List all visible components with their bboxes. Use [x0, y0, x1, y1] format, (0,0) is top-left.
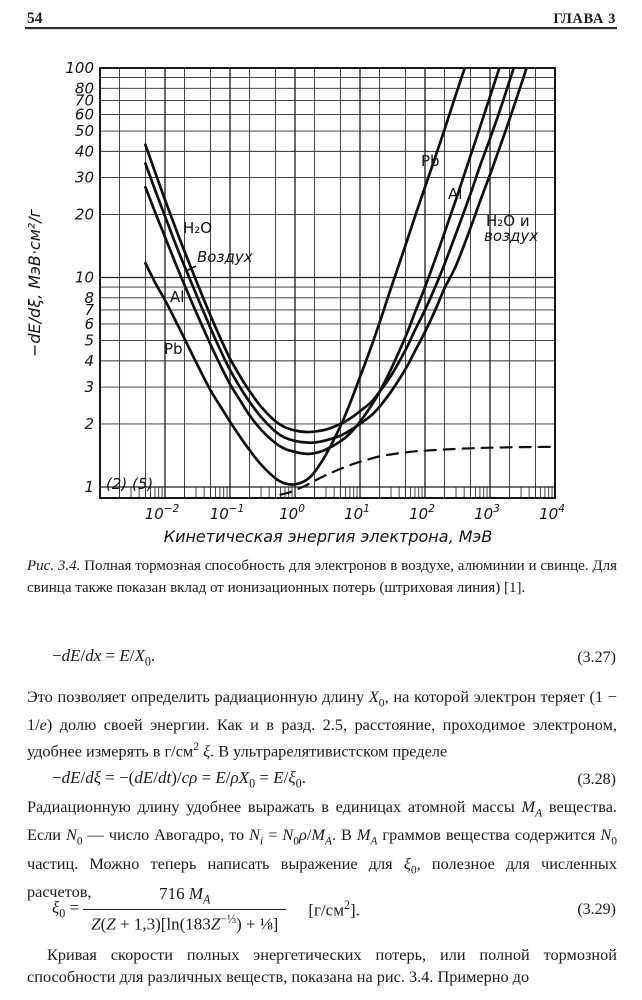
svg-text:10−2: 10−2 — [145, 503, 180, 523]
equation-body: −dE/dx = E/X0. — [52, 646, 156, 669]
equation-3-27: −dE/dx = E/X0. (3.27) — [52, 646, 616, 669]
svg-text:(2) (5): (2) (5) — [106, 475, 153, 493]
header-rule — [25, 27, 617, 30]
svg-text:Воздух: Воздух — [197, 248, 253, 266]
figure-caption: Рис. 3.4. Полная тормозная способность д… — [27, 558, 618, 596]
svg-text:8: 8 — [84, 289, 94, 307]
equation-number: (3.28) — [577, 770, 616, 788]
paragraph-radiation-length: Это позволяет определить радиационную дл… — [27, 687, 617, 761]
svg-text:30: 30 — [75, 169, 94, 187]
chapter-header: ГЛАВА 3 — [553, 11, 616, 27]
svg-text:6: 6 — [84, 315, 94, 333]
equation-3-29: ξ0 = 716 MA Z(Z + 1,3)[ln(183Z−⅓) + ⅛] [… — [52, 884, 616, 935]
svg-text:Al: Al — [448, 185, 462, 203]
svg-text:10: 10 — [75, 269, 94, 287]
x-axis-labels: 10−2 10−1 100 101 102 103 104 — [145, 503, 565, 523]
grid-major — [100, 68, 555, 498]
svg-text:5: 5 — [84, 332, 94, 350]
equation-body: −dE/dξ = −(dE/dt)/cρ = E/ρX0 = E/ξ0. — [52, 768, 306, 791]
svg-text:102: 102 — [409, 503, 435, 523]
grid-minor — [100, 68, 555, 498]
fraction-numerator: 716 MA — [159, 884, 211, 907]
svg-text:2: 2 — [84, 415, 94, 433]
equation-lhs: ξ0 = — [52, 897, 80, 921]
equation-3-28: −dE/dξ = −(dE/dt)/cρ = E/ρX0 = E/ξ0. (3.… — [52, 768, 616, 791]
svg-text:1: 1 — [84, 478, 94, 496]
svg-text:104: 104 — [539, 503, 565, 523]
svg-text:20: 20 — [75, 205, 94, 223]
svg-text:4: 4 — [84, 352, 94, 370]
svg-text:10−1: 10−1 — [210, 503, 245, 523]
svg-text:100: 100 — [65, 59, 94, 77]
x-axis-title: Кинетическая энергия электрона, МэВ — [164, 527, 493, 546]
svg-text:40: 40 — [75, 142, 94, 160]
svg-text:80: 80 — [75, 79, 94, 97]
svg-text:7: 7 — [84, 301, 94, 319]
equation-fraction: 716 MA Z(Z + 1,3)[ln(183Z−⅓) + ⅛] — [83, 884, 287, 935]
svg-text:Pb: Pb — [164, 340, 183, 358]
svg-text:Al: Al — [170, 288, 184, 306]
equation-units: [г/см2]. — [308, 898, 360, 920]
svg-text:H₂O: H₂O — [183, 219, 212, 237]
y-axis-title: −dE/dξ, МэВ·см²/г — [25, 208, 44, 357]
svg-text:50: 50 — [75, 122, 94, 140]
equation-number: (3.27) — [577, 648, 616, 666]
equation-number: (3.29) — [577, 900, 616, 918]
paragraph-total-loss-curve: Кривая скорости полных энергетических по… — [27, 945, 617, 986]
svg-text:H₂O и: H₂O и — [486, 212, 530, 230]
svg-text:воздух: воздух — [484, 227, 538, 245]
fraction-denominator: Z(Z + 1,3)[ln(183Z−⅓) + ⅛] — [83, 909, 287, 935]
svg-text:Pb: Pb — [421, 152, 440, 170]
svg-text:70: 70 — [75, 91, 94, 109]
curves — [144, 68, 555, 496]
svg-text:103: 103 — [474, 503, 500, 523]
svg-text:3: 3 — [84, 378, 94, 396]
svg-text:60: 60 — [75, 105, 94, 123]
page-number: 54 — [27, 10, 43, 27]
svg-text:101: 101 — [344, 503, 370, 523]
svg-text:100: 100 — [279, 503, 305, 523]
paragraph-avogadro: Радиационную длину удобнее выражать в ед… — [27, 797, 618, 901]
